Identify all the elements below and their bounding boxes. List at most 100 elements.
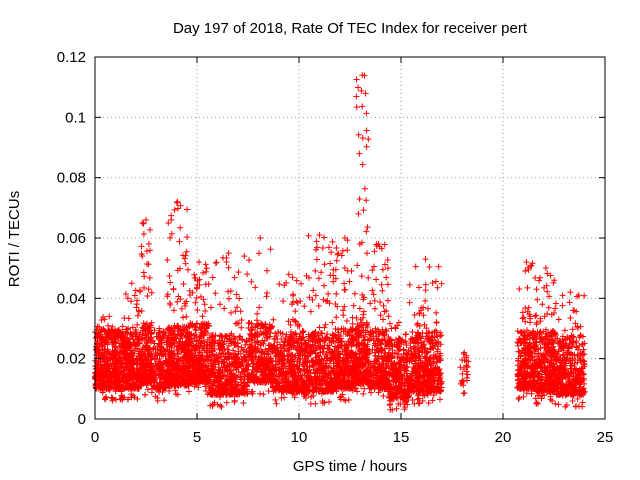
data-point xyxy=(109,397,116,404)
data-point xyxy=(121,315,128,322)
data-point xyxy=(133,304,140,311)
data-point xyxy=(116,357,123,364)
data-point xyxy=(110,331,117,338)
data-point xyxy=(95,347,102,354)
data-point xyxy=(124,362,131,369)
data-point xyxy=(126,357,133,364)
data-point xyxy=(94,340,101,347)
data-point xyxy=(103,351,110,358)
data-point xyxy=(122,343,129,350)
data-point xyxy=(107,354,114,361)
data-point xyxy=(105,322,112,329)
data-point xyxy=(127,329,134,336)
data-point xyxy=(96,327,103,334)
data-point xyxy=(96,358,103,365)
data-point xyxy=(129,351,136,358)
data-point xyxy=(118,363,125,370)
data-point xyxy=(101,347,108,354)
data-point xyxy=(92,381,99,388)
data-point xyxy=(113,378,120,385)
data-point xyxy=(112,396,119,403)
data-point xyxy=(124,295,131,302)
data-point xyxy=(114,352,121,359)
data-point xyxy=(133,341,140,348)
data-point xyxy=(131,383,138,390)
data-point xyxy=(139,219,146,226)
data-point xyxy=(103,369,110,376)
data-point xyxy=(96,364,103,371)
data-point xyxy=(122,290,129,297)
data-point xyxy=(119,323,126,330)
data-point xyxy=(125,380,132,387)
data-point xyxy=(105,329,112,336)
data-point xyxy=(124,353,131,360)
data-point xyxy=(104,357,111,364)
data-point xyxy=(109,348,116,355)
data-point xyxy=(130,392,137,399)
data-point xyxy=(107,384,114,391)
data-point xyxy=(128,280,135,287)
data-point xyxy=(125,396,132,403)
data-point xyxy=(130,336,137,343)
data-point xyxy=(129,324,136,331)
data-point xyxy=(101,395,108,402)
data-point xyxy=(134,297,141,304)
data-point xyxy=(100,313,107,320)
data-point xyxy=(106,313,113,320)
data-point xyxy=(113,368,120,375)
data-point xyxy=(130,356,136,363)
data-point xyxy=(138,308,145,315)
data-point xyxy=(145,286,152,293)
data-points xyxy=(92,72,588,413)
data-point xyxy=(103,339,110,346)
data-point xyxy=(123,326,130,333)
data-point xyxy=(98,316,105,323)
data-point xyxy=(111,339,118,346)
data-point xyxy=(108,394,115,401)
data-point xyxy=(112,369,119,376)
data-point xyxy=(114,373,121,380)
data-point xyxy=(108,363,115,370)
data-point xyxy=(97,351,104,358)
data-point xyxy=(106,386,113,393)
data-point xyxy=(103,385,110,392)
data-point xyxy=(127,342,134,349)
data-point xyxy=(97,331,104,338)
data-point xyxy=(113,383,120,390)
data-point xyxy=(129,368,136,375)
data-point xyxy=(141,323,148,330)
data-point xyxy=(108,380,115,387)
data-point xyxy=(106,327,113,334)
data-point xyxy=(127,383,134,390)
data-point xyxy=(147,322,154,329)
data-point xyxy=(125,325,132,332)
data-point xyxy=(106,375,113,382)
data-point xyxy=(115,340,122,347)
data-point xyxy=(133,331,140,338)
data-point xyxy=(132,328,139,335)
data-point xyxy=(122,331,129,338)
data-point xyxy=(114,333,121,340)
data-point xyxy=(134,345,141,352)
data-point xyxy=(147,226,154,233)
data-point xyxy=(110,354,117,361)
data-point xyxy=(97,380,104,387)
data-point xyxy=(93,343,100,350)
data-point xyxy=(134,396,141,403)
data-point xyxy=(105,362,112,369)
data-point xyxy=(123,350,130,357)
data-point xyxy=(98,336,105,343)
data-point xyxy=(134,321,141,328)
data-point xyxy=(130,347,137,354)
data-point xyxy=(116,364,123,371)
data-point xyxy=(100,326,107,333)
data-point xyxy=(128,298,135,305)
data-point xyxy=(143,248,150,255)
data-point xyxy=(121,367,128,374)
data-point xyxy=(140,220,147,227)
data-point xyxy=(121,394,128,401)
data-point xyxy=(104,365,111,372)
data-point xyxy=(114,360,121,367)
